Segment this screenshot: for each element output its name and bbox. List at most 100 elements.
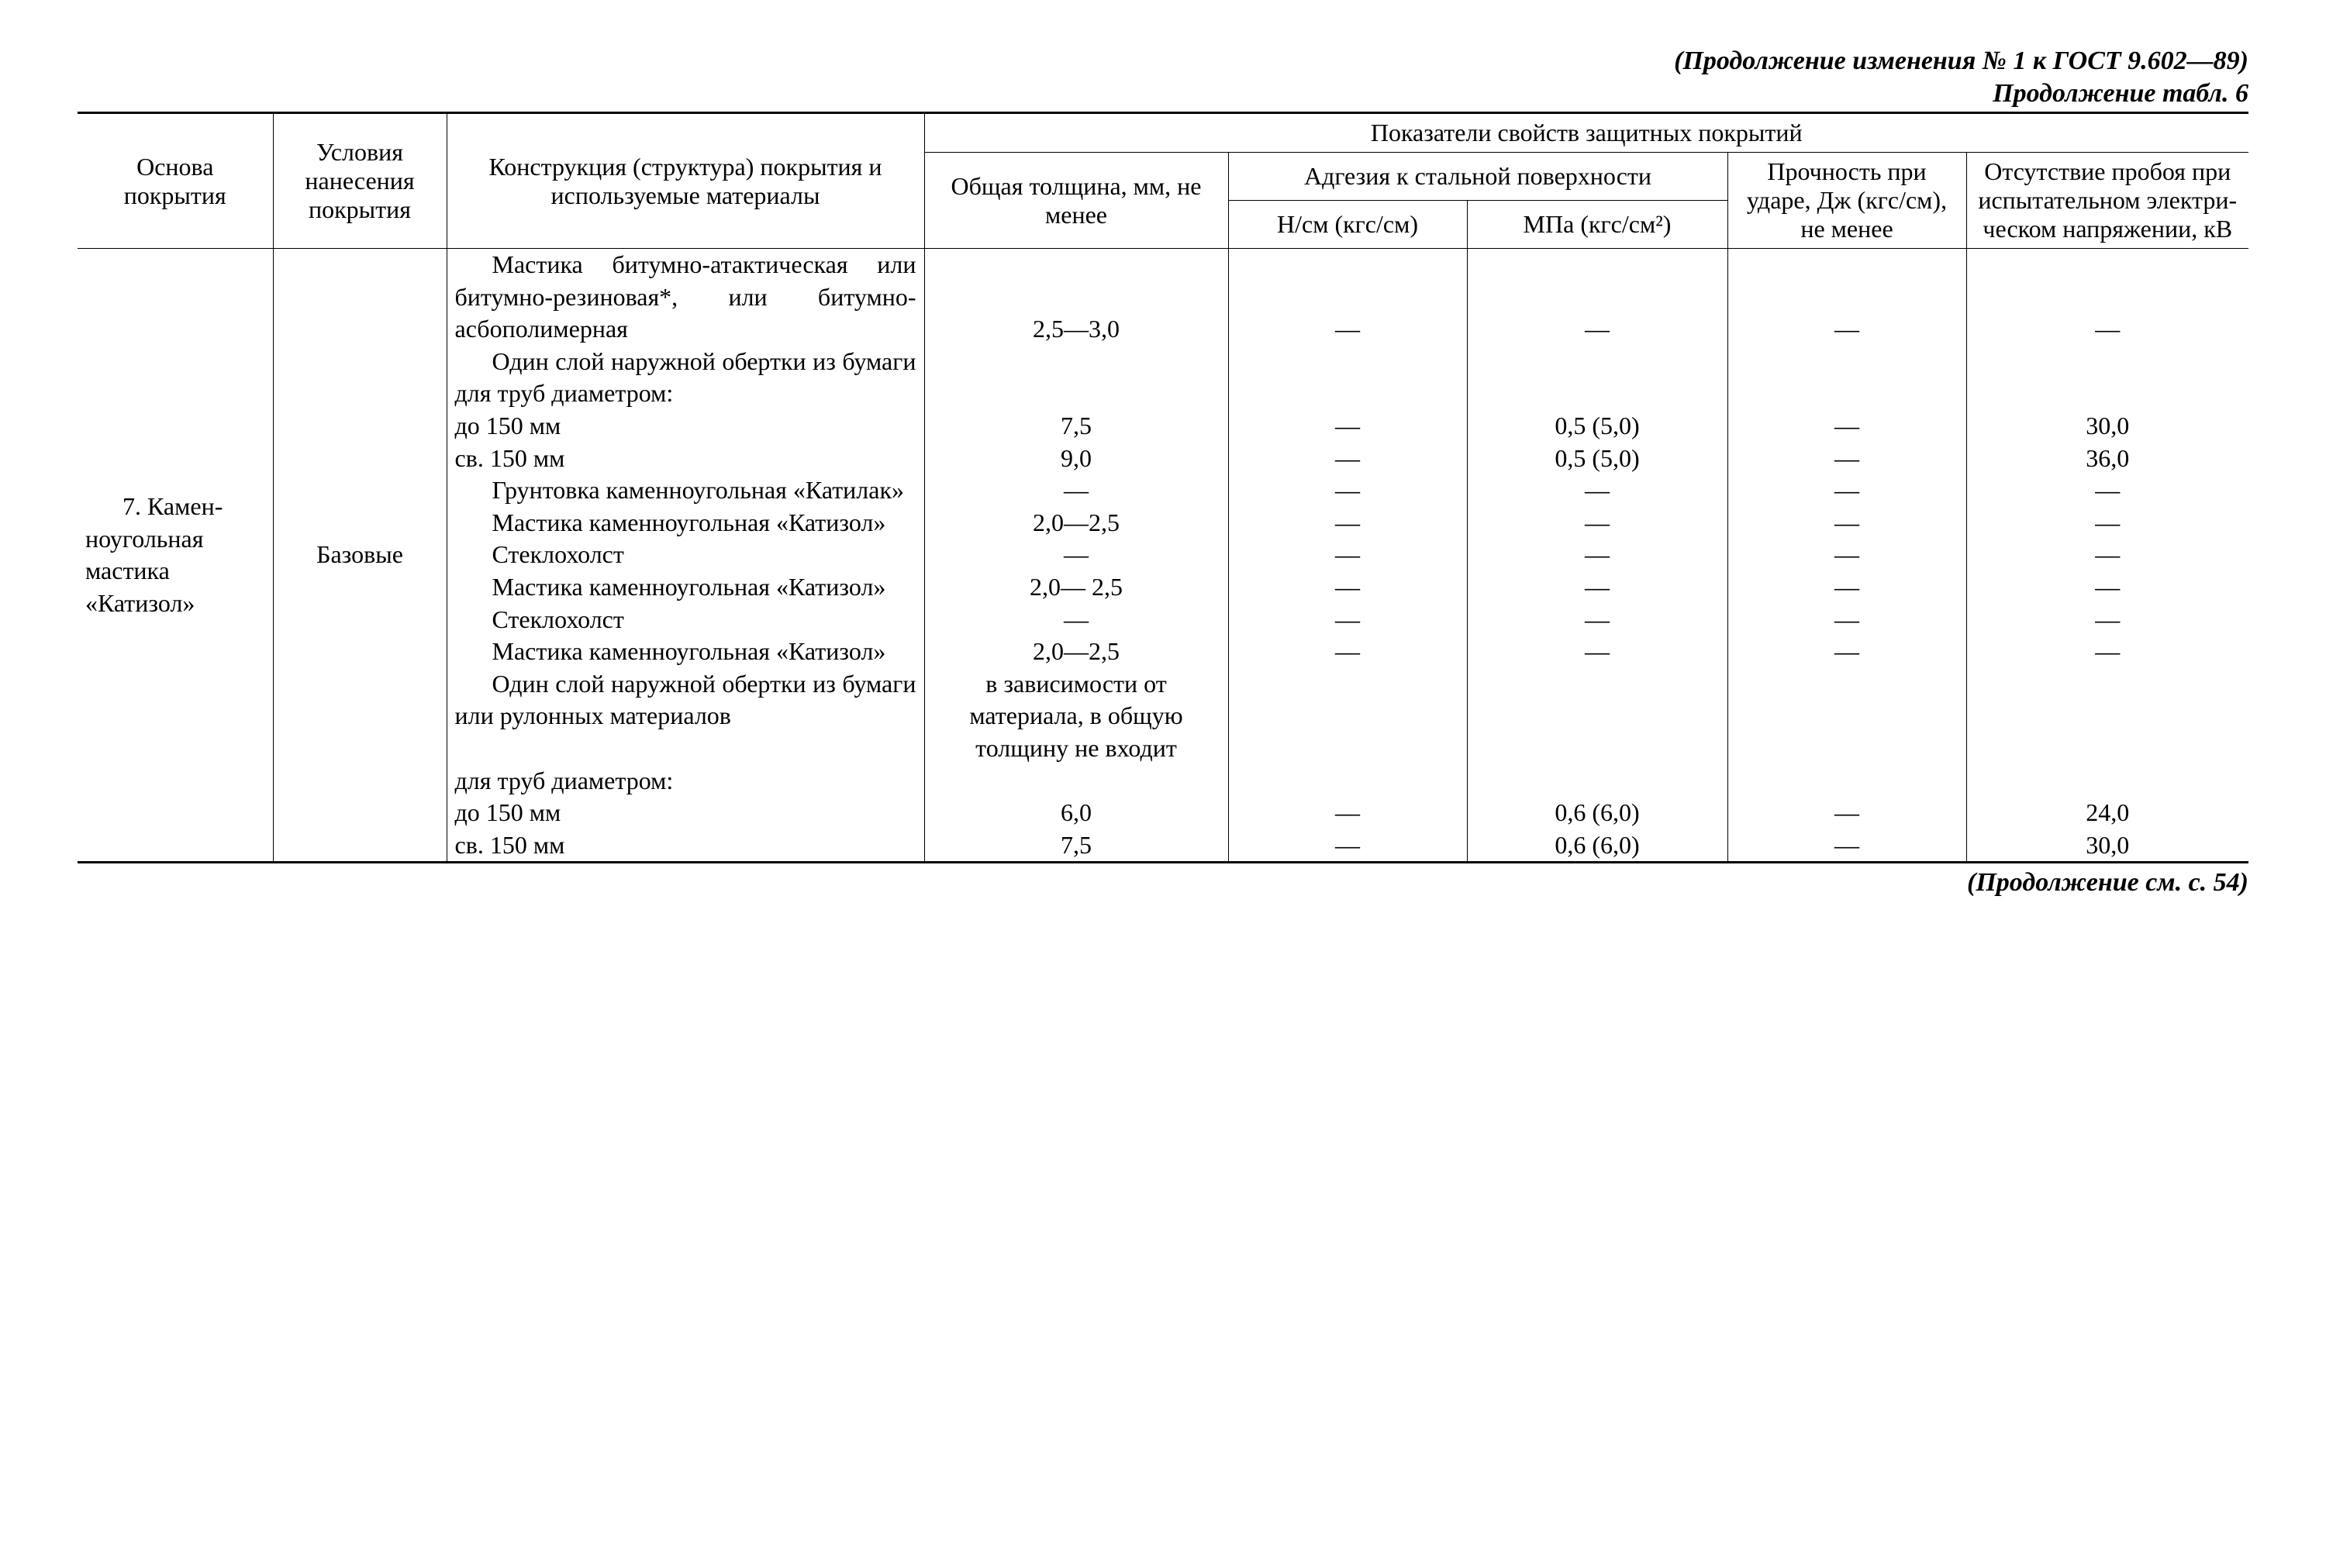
cell-adhesion-n bbox=[1228, 668, 1467, 765]
cell-thickness: 9,0 bbox=[924, 443, 1228, 475]
cell-impact bbox=[1727, 765, 1966, 798]
cell-construction: для труб диаметром: bbox=[447, 765, 924, 798]
cell-adhesion-n: — bbox=[1228, 443, 1467, 475]
cell-impact: — bbox=[1727, 249, 1966, 346]
construction-line: Мастика каменноуголь­ная «Катизол» bbox=[455, 507, 916, 539]
cell-voltage bbox=[1966, 765, 2248, 798]
cell-thickness bbox=[924, 346, 1228, 410]
construction-line: Стеклохолст bbox=[455, 539, 916, 571]
construction-line: Мастика каменно­угольная «Катизол» bbox=[455, 636, 916, 668]
page-continuation-note: (Продолжение изменения № 1 к ГОСТ 9.602—… bbox=[78, 47, 2248, 76]
basis-text: 7. Камен­ноугольная мастика «Катизол» bbox=[85, 491, 265, 619]
cell-construction: Мастика каменноуголь­ная «Катизол» bbox=[447, 507, 924, 539]
cell-voltage: 36,0 bbox=[1966, 443, 2248, 475]
cell-impact: — bbox=[1727, 410, 1966, 443]
construction-line: Один слой наружной обертки из бумаги для… bbox=[455, 346, 916, 410]
cell-thickness: в зависимости от материала, в общую толщ… bbox=[924, 668, 1228, 765]
th-voltage: Отсутствие пробоя при испытатель­ном эле… bbox=[1966, 153, 2248, 249]
cell-construction: Мастика каменно­угольная «Катизол» bbox=[447, 571, 924, 604]
cell-thickness: 7,5 bbox=[924, 410, 1228, 443]
construction-line: Мастика каменно­угольная «Катизол» bbox=[455, 571, 916, 604]
cell-basis: 7. Камен­ноугольная мастика «Катизол» bbox=[78, 249, 273, 863]
cell-thickness bbox=[924, 765, 1228, 798]
cell-adhesion-n: — bbox=[1228, 474, 1467, 507]
cell-impact bbox=[1727, 668, 1966, 765]
construction-line: до 150 мм bbox=[455, 410, 916, 443]
cell-construction: Грунтовка каменно­угольная «Катилак» bbox=[447, 474, 924, 507]
construction-line: для труб диаметром: bbox=[455, 765, 916, 798]
cell-voltage: — bbox=[1966, 539, 2248, 571]
th-group-adhesion: Адгезия к стальной поверхности bbox=[1228, 153, 1727, 201]
construction-line: св. 150 мм bbox=[455, 443, 916, 475]
cell-adhesion-n bbox=[1228, 765, 1467, 798]
cell-adhesion-mpa bbox=[1467, 346, 1727, 410]
construction-line: Один слой наружной обертки из бумаги или… bbox=[455, 668, 916, 732]
cell-thickness: — bbox=[924, 474, 1228, 507]
cell-adhesion-n: — bbox=[1228, 636, 1467, 668]
cell-adhesion-mpa bbox=[1467, 765, 1727, 798]
cell-construction: Стеклохолст bbox=[447, 604, 924, 636]
cell-adhesion-mpa: 0,5 (5,0) bbox=[1467, 443, 1727, 475]
cell-voltage bbox=[1966, 668, 2248, 765]
cell-adhesion-n: — bbox=[1228, 571, 1467, 604]
construction-line: Мастика битумно-атак­тическая или битумн… bbox=[455, 249, 916, 346]
cell-thickness: — bbox=[924, 604, 1228, 636]
cell-construction: Один слой наружной обертки из бумаги или… bbox=[447, 668, 924, 765]
cell-voltage: 30,0 bbox=[1966, 829, 2248, 863]
cell-construction: Мастика каменно­угольная «Катизол» bbox=[447, 636, 924, 668]
th-conditions: Условия нанесения покрытия bbox=[273, 113, 447, 249]
cell-impact: — bbox=[1727, 797, 1966, 829]
cell-adhesion-mpa: 0,5 (5,0) bbox=[1467, 410, 1727, 443]
cell-thickness: 2,5—3,0 bbox=[924, 249, 1228, 346]
cell-impact: — bbox=[1727, 604, 1966, 636]
cell-adhesion-mpa: 0,6 (6,0) bbox=[1467, 797, 1727, 829]
construction-line: до 150 мм bbox=[455, 797, 916, 829]
cell-impact: — bbox=[1727, 829, 1966, 863]
cell-thickness: 2,0—2,5 bbox=[924, 507, 1228, 539]
th-construction: Конструкция (структура) покрытия и испол… bbox=[447, 113, 924, 249]
cell-adhesion-n bbox=[1228, 346, 1467, 410]
cell-impact: — bbox=[1727, 443, 1966, 475]
cell-thickness: — bbox=[924, 539, 1228, 571]
cell-impact: — bbox=[1727, 571, 1966, 604]
cell-adhesion-n: — bbox=[1228, 249, 1467, 346]
table-continuation-note: Продолжение табл. 6 bbox=[78, 79, 2248, 109]
cell-thickness: 6,0 bbox=[924, 797, 1228, 829]
cell-construction: Мастика битумно-атак­тическая или битумн… bbox=[447, 249, 924, 346]
cell-adhesion-mpa bbox=[1467, 668, 1727, 765]
cell-adhesion-n: — bbox=[1228, 507, 1467, 539]
cell-construction: до 150 мм bbox=[447, 410, 924, 443]
cell-adhesion-n: — bbox=[1228, 829, 1467, 863]
page-footer-note: (Продолжение см. с. 54) bbox=[78, 868, 2248, 898]
cell-thickness: 7,5 bbox=[924, 829, 1228, 863]
cell-adhesion-mpa: — bbox=[1467, 507, 1727, 539]
cell-adhesion-mpa: — bbox=[1467, 474, 1727, 507]
cell-voltage: — bbox=[1966, 474, 2248, 507]
th-group-properties: Показатели свойств защитных покрытий bbox=[924, 113, 2248, 153]
cell-voltage: 30,0 bbox=[1966, 410, 2248, 443]
cell-adhesion-n: — bbox=[1228, 410, 1467, 443]
cell-adhesion-n: — bbox=[1228, 797, 1467, 829]
cell-construction: до 150 мм bbox=[447, 797, 924, 829]
cell-adhesion-mpa: — bbox=[1467, 571, 1727, 604]
cell-voltage: — bbox=[1966, 571, 2248, 604]
cell-construction: Стеклохолст bbox=[447, 539, 924, 571]
cell-adhesion-mpa: — bbox=[1467, 636, 1727, 668]
cell-voltage: — bbox=[1966, 507, 2248, 539]
cell-conditions: Базовые bbox=[273, 249, 447, 863]
th-impact: Прочность при ударе, Дж (кгс/см), не мен… bbox=[1727, 153, 1966, 249]
cell-thickness: 2,0— 2,5 bbox=[924, 571, 1228, 604]
table-body: 7. Камен­ноугольная мастика «Катизол»Баз… bbox=[78, 249, 2248, 863]
cell-voltage: — bbox=[1966, 249, 2248, 346]
cell-voltage: — bbox=[1966, 604, 2248, 636]
th-adhesion-mpa: МПа (кгс/см²) bbox=[1467, 201, 1727, 249]
cell-impact: — bbox=[1727, 507, 1966, 539]
cell-adhesion-n: — bbox=[1228, 539, 1467, 571]
cell-adhesion-mpa: — bbox=[1467, 249, 1727, 346]
gost-table: Основа покрытия Условия нанесения покрыт… bbox=[78, 112, 2248, 863]
cell-adhesion-n: — bbox=[1228, 604, 1467, 636]
th-basis: Основа покрытия bbox=[78, 113, 273, 249]
th-thickness: Общая тол­щина, мм, не менее bbox=[924, 153, 1228, 249]
cell-impact: — bbox=[1727, 474, 1966, 507]
cell-adhesion-mpa: 0,6 (6,0) bbox=[1467, 829, 1727, 863]
